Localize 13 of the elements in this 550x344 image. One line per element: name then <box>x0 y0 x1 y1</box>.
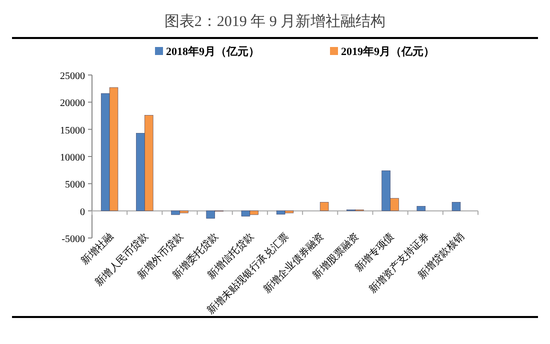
y-tick-label: 15000 <box>60 125 85 136</box>
y-tick-label: 0 <box>80 206 85 218</box>
bar <box>416 206 426 211</box>
y-tick-label: -5000 <box>62 234 85 245</box>
y-tick-label: 20000 <box>60 98 85 110</box>
legend-label: 2018年9月（亿元） <box>166 45 260 58</box>
y-tick-label: 25000 <box>60 71 85 82</box>
y-tick-label: 5000 <box>65 180 85 191</box>
legend-label: 2019年9月（亿元） <box>341 45 434 58</box>
bar <box>452 202 461 211</box>
bar <box>320 202 329 211</box>
y-tick-label: 10000 <box>60 152 85 164</box>
chart-title: 图表2：2019 年 9 月新增社融结构 <box>164 13 386 30</box>
